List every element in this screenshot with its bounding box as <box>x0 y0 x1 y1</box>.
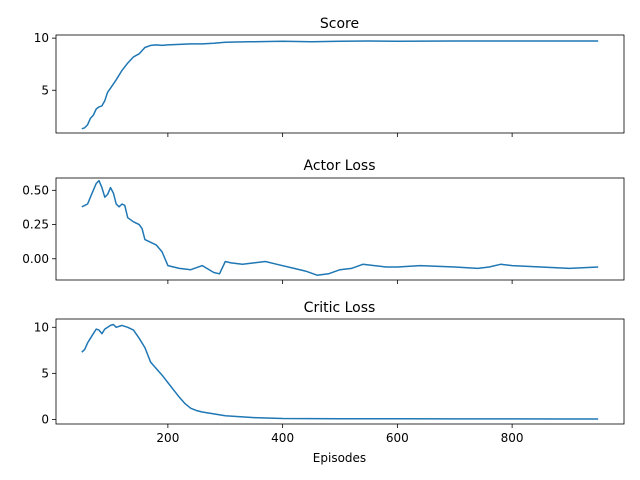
score-axes-frame <box>55 34 625 134</box>
critic-loss-y-tick-label: 5 <box>41 366 49 380</box>
critic-loss-y-tick-label: 10 <box>34 320 49 334</box>
actor-loss-subplot: Actor Loss 0.00 0.25 0.50 <box>22 158 625 284</box>
score-y-tick-label: 10 <box>34 31 49 45</box>
critic-loss-subplot: Critic Loss 200 400 600 800 0 5 10 <box>34 300 625 445</box>
actor-loss-y-tick-label: 0.25 <box>22 218 49 232</box>
actor-loss-y-tick-label: 0.50 <box>22 183 49 197</box>
critic-loss-axes-frame <box>55 318 625 425</box>
critic-loss-x-tick-label: 400 <box>271 431 294 445</box>
score-series-line <box>81 40 599 130</box>
critic-loss-title: Critic Loss <box>304 300 376 316</box>
score-subplot: Score 5 10 <box>34 16 625 137</box>
critic-loss-x-tick-label: 600 <box>386 431 409 445</box>
critic-loss-series-line <box>81 323 599 420</box>
actor-loss-y-tick-label: 0.00 <box>22 252 49 266</box>
critic-loss-x-tick-label: 800 <box>501 431 524 445</box>
score-y-tick-label: 5 <box>41 83 49 97</box>
x-axis-label: Episodes <box>313 451 366 465</box>
actor-loss-axes-frame <box>55 177 625 281</box>
critic-loss-x-tick-label: 200 <box>156 431 179 445</box>
actor-loss-series-line <box>81 179 599 276</box>
score-title: Score <box>320 16 359 32</box>
actor-loss-title: Actor Loss <box>304 158 376 174</box>
critic-loss-y-tick-label: 0 <box>41 412 49 426</box>
